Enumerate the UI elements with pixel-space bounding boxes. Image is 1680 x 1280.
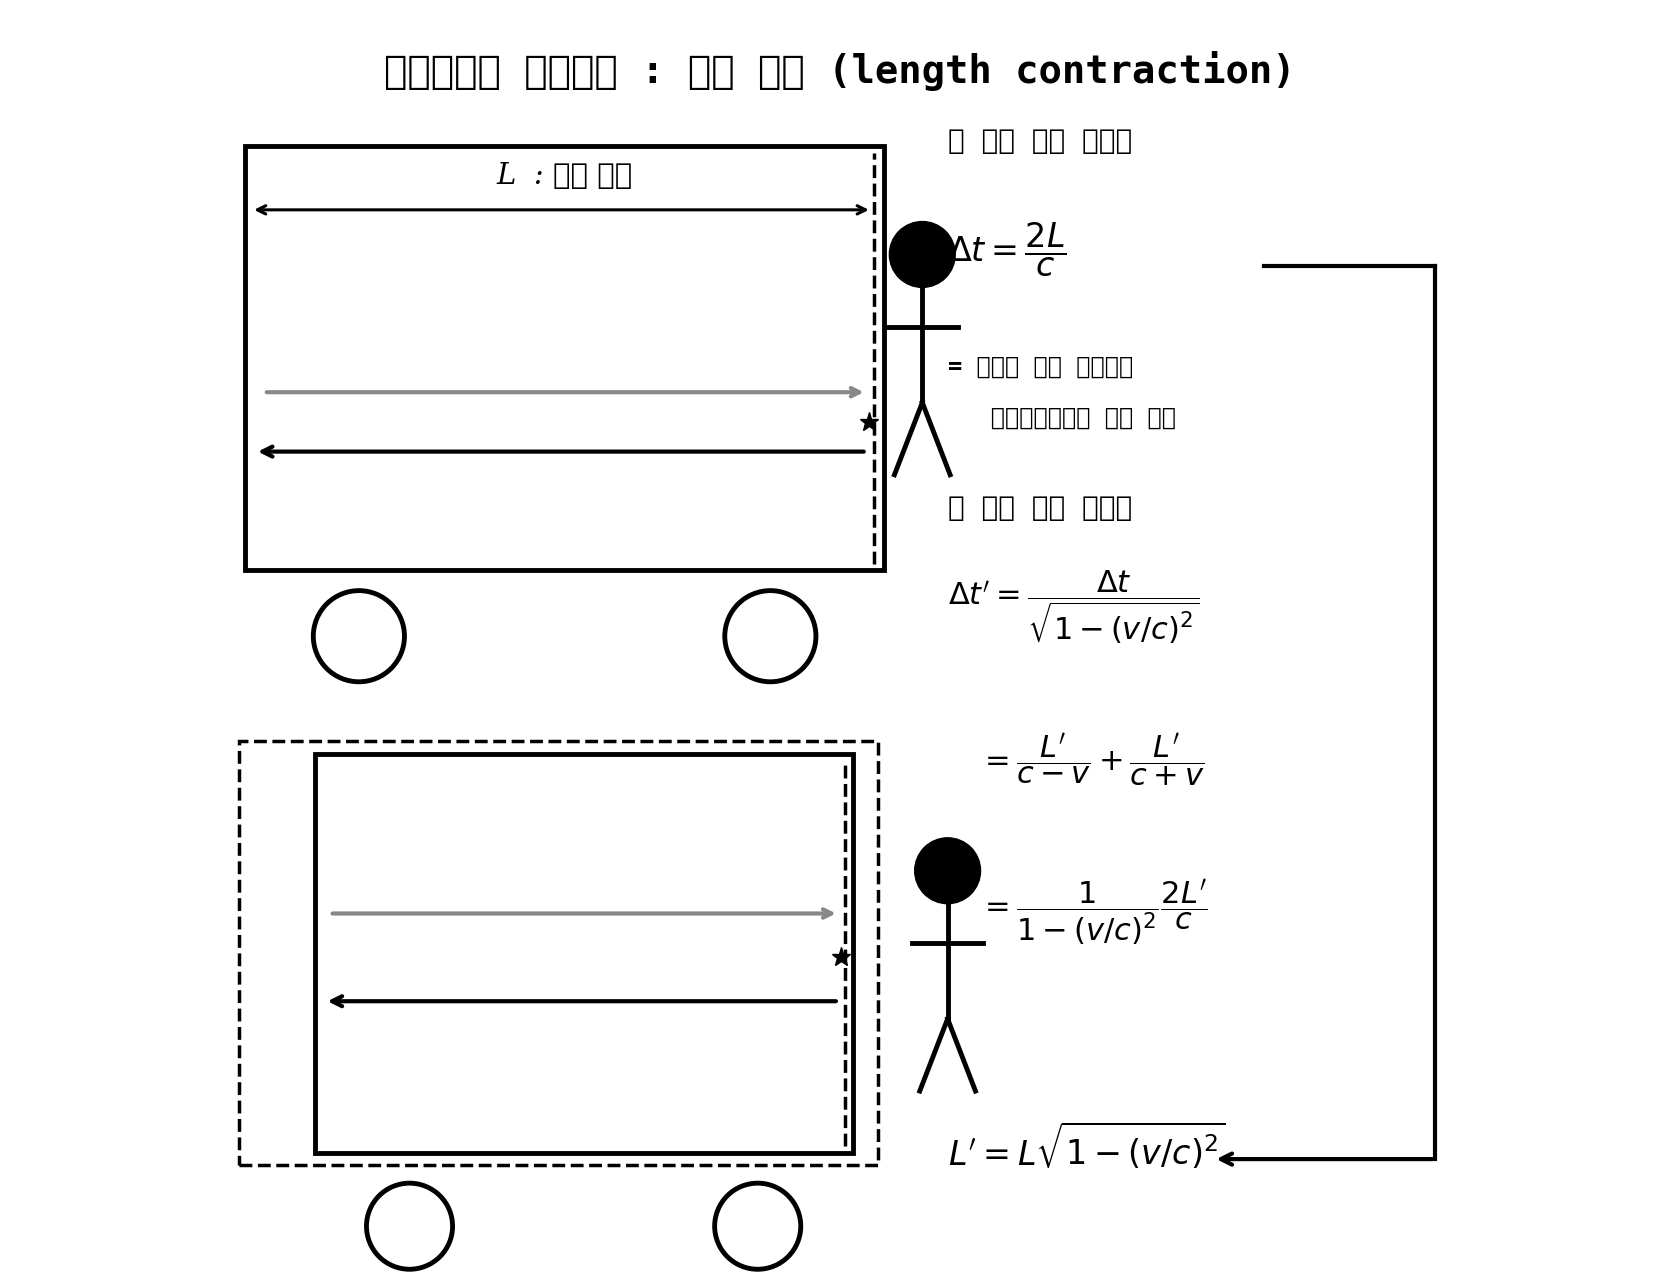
FancyBboxPatch shape — [245, 146, 884, 571]
Text: $= \dfrac{1}{1-(v/c)^2}\dfrac{2L'}{c}$: $= \dfrac{1}{1-(v/c)^2}\dfrac{2L'}{c}$ — [979, 877, 1208, 947]
Circle shape — [312, 590, 405, 682]
Text: 특수상대론 사고실험 : 거리 수축 (length contraction): 특수상대론 사고실험 : 거리 수축 (length contraction) — [385, 51, 1295, 91]
Circle shape — [724, 590, 816, 682]
Circle shape — [366, 1183, 452, 1270]
Text: $\Delta t' = \dfrac{\Delta t}{\sqrt{1-(v/c)^2}}$: $\Delta t' = \dfrac{\Delta t}{\sqrt{1-(v… — [948, 570, 1200, 648]
Text: L  : 고유 거리: L : 고유 거리 — [497, 161, 633, 189]
Circle shape — [914, 838, 981, 904]
Text: $L' = L\sqrt{1-(v/c)^2}$: $L' = L\sqrt{1-(v/c)^2}$ — [948, 1120, 1225, 1172]
Text: ᄂ 열차 밖의 관찰자: ᄂ 열차 밖의 관찰자 — [948, 494, 1132, 522]
Circle shape — [889, 221, 956, 288]
Text: 되돌아오기까지 걸린 시간: 되돌아오기까지 걸린 시간 — [948, 406, 1176, 430]
Circle shape — [714, 1183, 801, 1270]
Text: $= \dfrac{L'}{c-v} + \dfrac{L'}{c+v}$: $= \dfrac{L'}{c-v} + \dfrac{L'}{c+v}$ — [979, 731, 1205, 788]
Text: = 발사된 빛이 반사되어: = 발사된 빛이 반사되어 — [948, 355, 1132, 379]
FancyBboxPatch shape — [314, 754, 853, 1153]
Text: ᄂ 열차 내의 탑승자: ᄂ 열차 내의 탑승자 — [948, 127, 1132, 155]
Text: $\Delta t = \dfrac{2L}{c}$: $\Delta t = \dfrac{2L}{c}$ — [948, 221, 1067, 279]
